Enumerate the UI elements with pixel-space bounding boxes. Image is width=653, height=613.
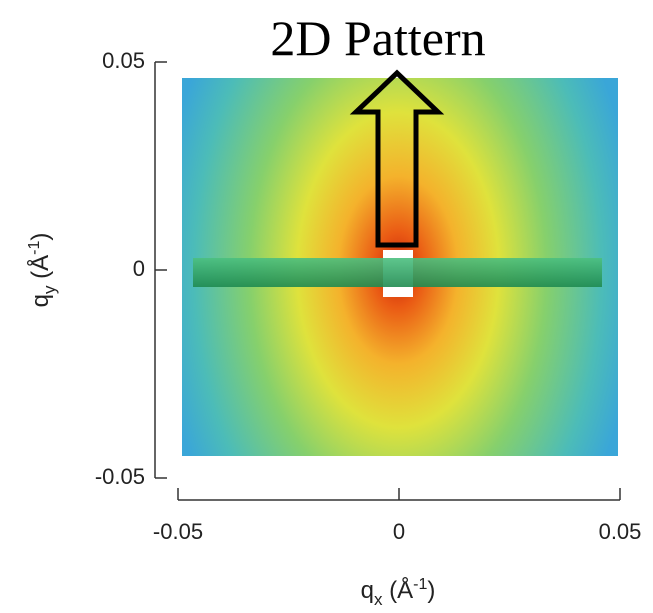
label-part: ): [427, 577, 435, 604]
x-tick-label: 0.05: [599, 519, 642, 544]
label-part: q: [361, 577, 374, 604]
x-axis-label: qx (Å-1): [361, 576, 436, 609]
label-part: y: [40, 285, 59, 294]
label-part: (Å: [26, 255, 54, 286]
label-part: q: [27, 294, 54, 307]
label-part: -1: [413, 576, 427, 593]
x-tick-label: 0: [393, 519, 405, 544]
y-tick-label: 0.05: [102, 48, 145, 73]
label-part: (Å: [382, 576, 413, 604]
y-tick-label: 0: [133, 256, 145, 281]
chart-title: 2D Pattern: [270, 10, 485, 66]
label-part: -1: [26, 241, 43, 255]
y-tick-label: -0.05: [95, 464, 145, 489]
y-axis-label: qy (Å-1): [26, 233, 59, 308]
arrow: [349, 69, 445, 248]
x-tick-label: -0.05: [153, 519, 203, 544]
label-part: ): [27, 233, 54, 241]
label-part: x: [374, 590, 383, 609]
cut-band: [193, 258, 602, 287]
